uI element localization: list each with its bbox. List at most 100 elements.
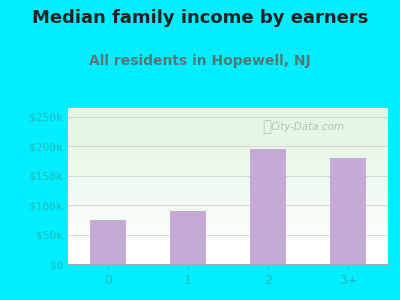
Bar [68, 205, 388, 206]
Bar [68, 130, 388, 131]
Bar [68, 230, 388, 231]
Bar [68, 188, 388, 189]
Bar [68, 139, 388, 141]
Bar [68, 195, 388, 197]
Bar [68, 236, 388, 238]
Bar [68, 113, 388, 114]
Bar [68, 146, 388, 147]
Bar [68, 155, 388, 156]
Bar [68, 183, 388, 184]
Bar [68, 164, 388, 166]
Bar [68, 238, 388, 239]
Bar [68, 242, 388, 244]
Bar [68, 119, 388, 121]
Bar [68, 203, 388, 205]
Bar [68, 186, 388, 188]
Bar [68, 244, 388, 245]
Bar [330, 158, 366, 264]
Bar [68, 247, 388, 248]
Bar [68, 177, 388, 178]
Bar [68, 114, 388, 116]
Bar [68, 202, 388, 203]
Bar [68, 219, 388, 220]
Bar [68, 181, 388, 183]
Bar [68, 144, 388, 146]
Bar [68, 217, 388, 219]
Bar [68, 108, 388, 110]
Bar [68, 175, 388, 177]
Bar [68, 116, 388, 117]
Bar [68, 200, 388, 202]
Bar [68, 251, 388, 253]
Text: ⦾: ⦾ [262, 119, 271, 134]
Bar [68, 166, 388, 167]
Bar [68, 220, 388, 222]
Bar [68, 241, 388, 242]
Text: Median family income by earners: Median family income by earners [32, 9, 368, 27]
Bar [68, 169, 388, 170]
Bar [68, 117, 388, 119]
Bar [68, 133, 388, 134]
Bar [68, 147, 388, 148]
Bar [68, 127, 388, 128]
Bar [68, 128, 388, 130]
Bar [68, 153, 388, 155]
Bar [68, 225, 388, 226]
Bar [68, 124, 388, 125]
Bar [68, 234, 388, 236]
Bar [68, 189, 388, 191]
Bar [68, 160, 388, 161]
Bar [68, 233, 388, 234]
Bar [68, 136, 388, 138]
Bar [68, 156, 388, 158]
Bar [68, 148, 388, 150]
Bar [170, 211, 206, 264]
Bar [68, 134, 388, 136]
Bar [68, 224, 388, 225]
Bar [68, 261, 388, 262]
Bar [68, 180, 388, 181]
Bar [68, 138, 388, 139]
Bar [68, 142, 388, 144]
Bar [68, 262, 388, 264]
Bar [68, 214, 388, 216]
Bar [90, 220, 126, 264]
Bar [68, 222, 388, 224]
Text: All residents in Hopewell, NJ: All residents in Hopewell, NJ [89, 54, 311, 68]
Bar [68, 170, 388, 172]
Bar [68, 253, 388, 255]
Bar [68, 173, 388, 175]
Bar [68, 167, 388, 169]
Bar [68, 158, 388, 160]
Bar [68, 194, 388, 195]
Bar [68, 199, 388, 200]
Bar [68, 141, 388, 142]
Bar [68, 152, 388, 153]
Text: City-Data.com: City-Data.com [271, 122, 345, 132]
Bar [68, 150, 388, 152]
Bar [250, 149, 286, 264]
Bar [68, 248, 388, 250]
Bar [68, 110, 388, 111]
Bar [68, 250, 388, 251]
Bar [68, 163, 388, 164]
Bar [68, 172, 388, 173]
Bar [68, 131, 388, 133]
Bar [68, 258, 388, 259]
Bar [68, 211, 388, 212]
Bar [68, 255, 388, 256]
Bar [68, 192, 388, 194]
Bar [68, 216, 388, 217]
Bar [68, 208, 388, 209]
Bar [68, 212, 388, 214]
Bar [68, 259, 388, 261]
Bar [68, 209, 388, 211]
Bar [68, 206, 388, 208]
Bar [68, 231, 388, 233]
Bar [68, 197, 388, 199]
Bar [68, 161, 388, 163]
Bar [68, 239, 388, 241]
Bar [68, 226, 388, 228]
Bar [68, 245, 388, 247]
Bar [68, 178, 388, 180]
